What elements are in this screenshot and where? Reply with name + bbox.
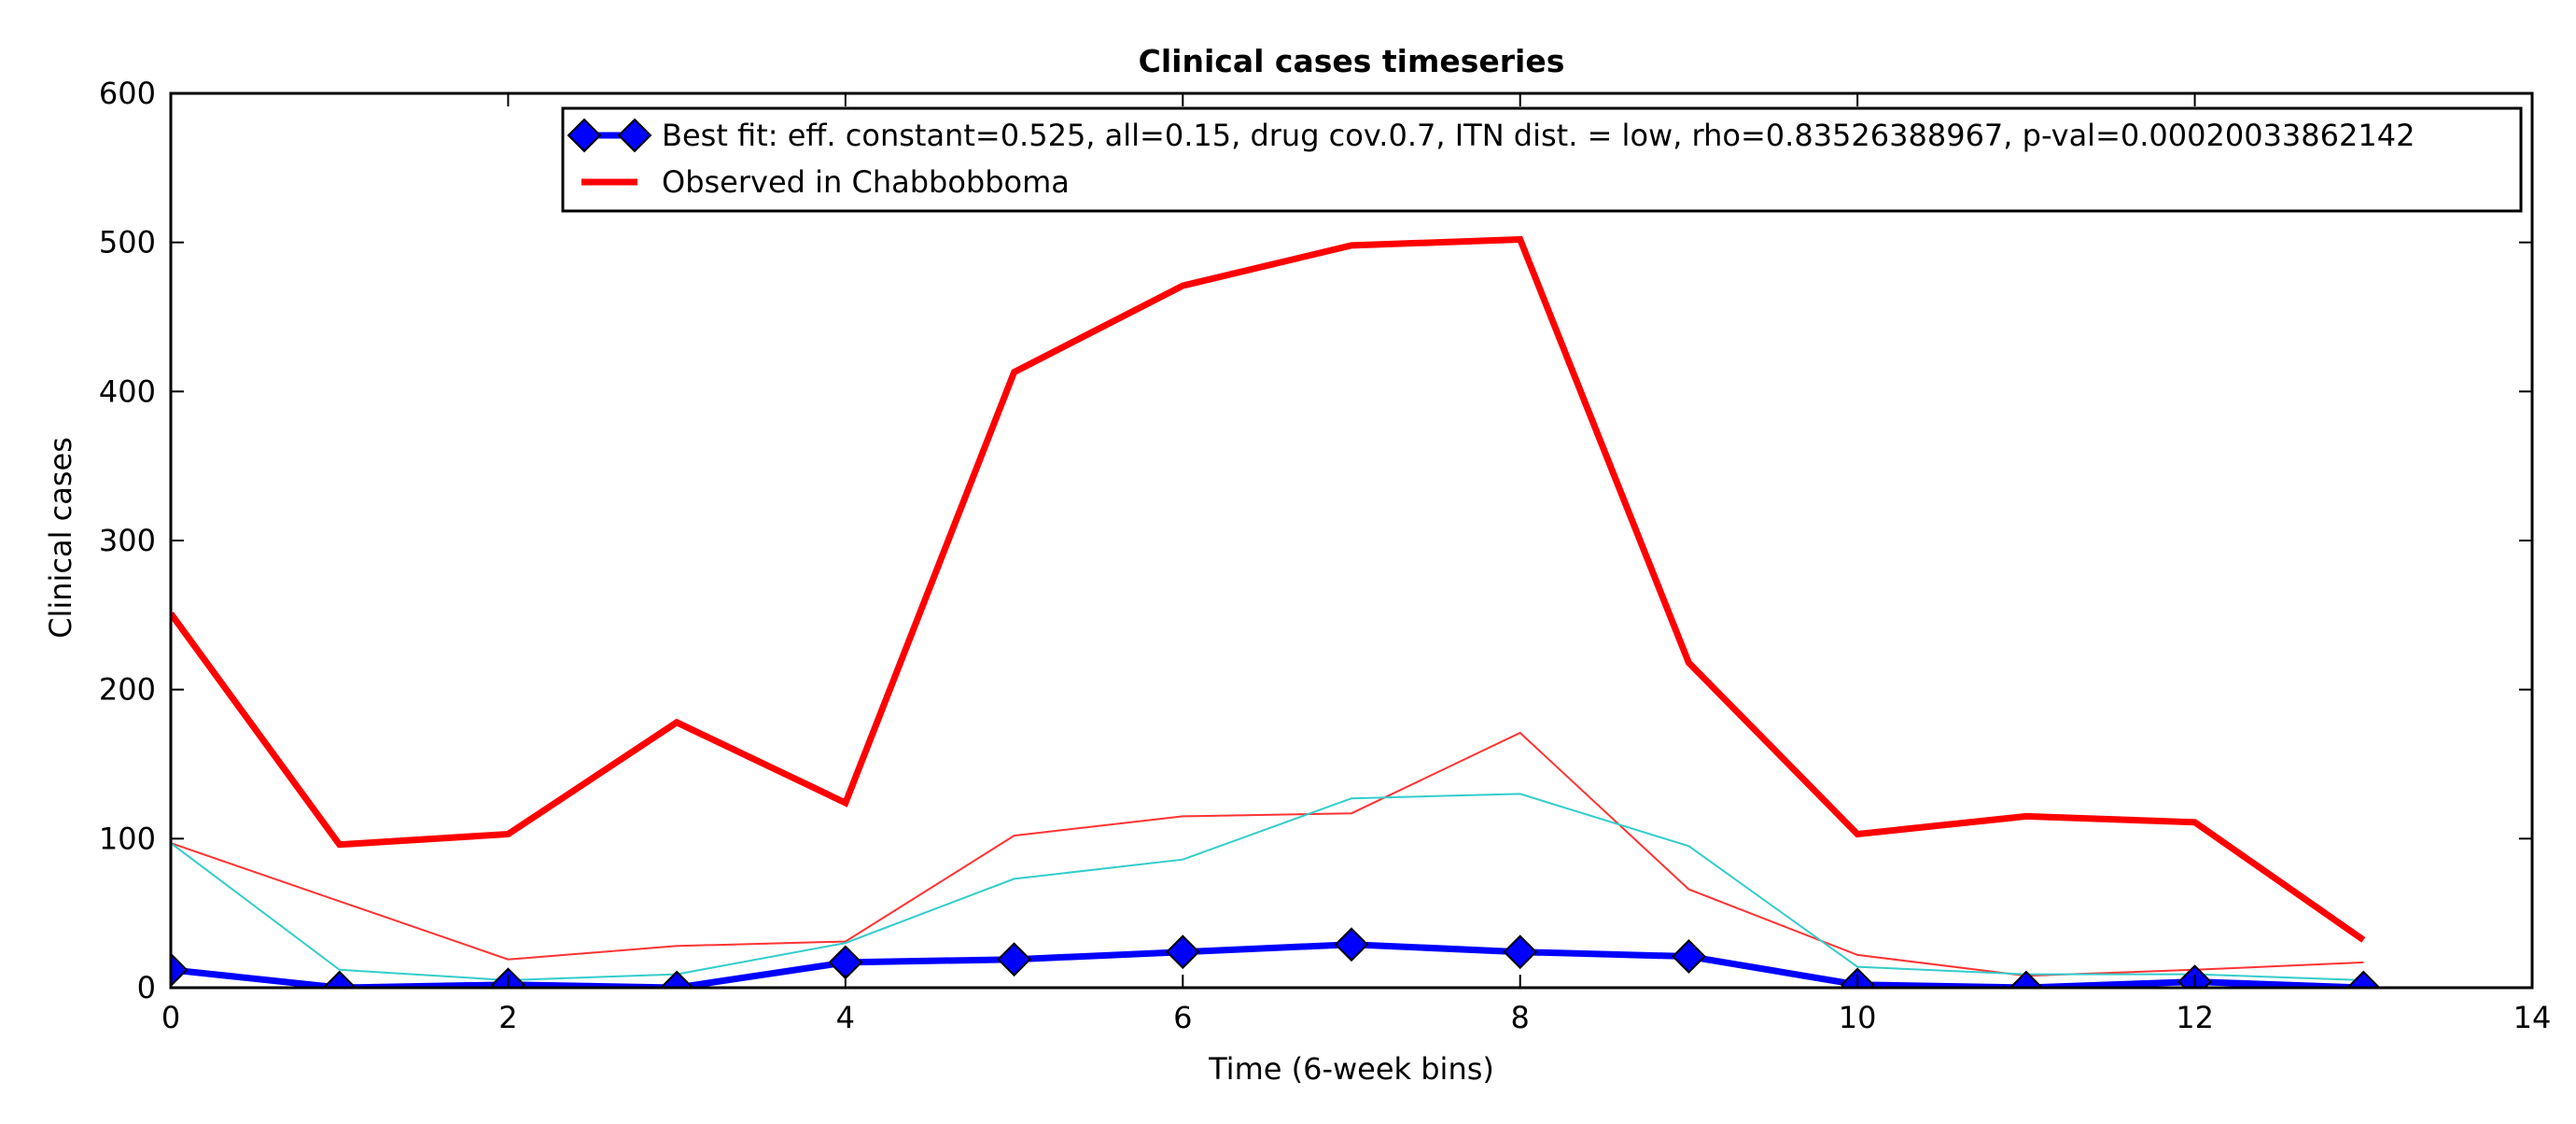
y-tick-label: 300 <box>99 523 156 558</box>
legend-entry: Best fit: eff. constant=0.525, all=0.15,… <box>567 118 2415 153</box>
series-line-1 <box>171 235 2366 943</box>
data-point <box>1165 934 1200 970</box>
legend-marker <box>567 118 602 153</box>
x-axis-label: Time (6-week bins) <box>1208 1051 1494 1087</box>
chart-title: Clinical cases timeseries <box>1139 43 1565 79</box>
y-tick-label: 400 <box>99 373 156 409</box>
data-point <box>322 970 357 988</box>
data-point <box>997 942 1031 977</box>
series-line-2 <box>171 731 2364 977</box>
plot-area <box>171 235 2381 988</box>
series-3 <box>171 793 2364 982</box>
series-2 <box>171 731 2364 977</box>
x-tick-label: 14 <box>2513 1000 2552 1035</box>
data-point <box>171 952 189 988</box>
data-point <box>2345 970 2381 988</box>
axes: 0 2 4 6 8 10 12 14 0 100 200 300 400 500 600 <box>99 76 2551 1035</box>
legend-label: Best fit: eff. constant=0.525, all=0.15,… <box>662 118 2415 153</box>
x-tick-label: 12 <box>2176 1000 2214 1035</box>
x-tick-label: 0 <box>161 1000 180 1035</box>
series-0 <box>171 927 2381 988</box>
y-tick-label: 500 <box>99 225 156 260</box>
data-point <box>2009 970 2044 988</box>
x-tick-label: 6 <box>1173 1000 1192 1035</box>
series-line-3 <box>171 793 2364 982</box>
y-axis-label: Clinical cases <box>43 437 78 639</box>
series-1 <box>171 235 2366 943</box>
data-point <box>828 945 863 980</box>
y-tick-label: 0 <box>137 970 156 1005</box>
data-point <box>659 970 694 988</box>
x-tick-label: 2 <box>498 1000 517 1035</box>
legend-entry: Observed in Chabbobboma <box>581 164 1070 200</box>
data-point <box>1503 934 1538 970</box>
y-tick-label: 200 <box>99 672 156 708</box>
legend: Best fit: eff. constant=0.525, all=0.15,… <box>561 106 2523 213</box>
data-point <box>1334 927 1369 962</box>
legend-box <box>561 106 2523 213</box>
x-tick-label: 4 <box>836 1000 855 1035</box>
legend-marker <box>617 118 652 153</box>
x-tick-label: 10 <box>1839 1000 1877 1035</box>
y-tick-label: 600 <box>99 76 156 111</box>
data-point <box>1672 939 1706 974</box>
y-tick-label: 100 <box>99 821 156 856</box>
plot-content <box>171 235 2381 988</box>
legend-label: Observed in Chabbobboma <box>662 164 1070 200</box>
x-tick-label: 8 <box>1511 1000 1530 1035</box>
plot-frame <box>169 91 2534 990</box>
